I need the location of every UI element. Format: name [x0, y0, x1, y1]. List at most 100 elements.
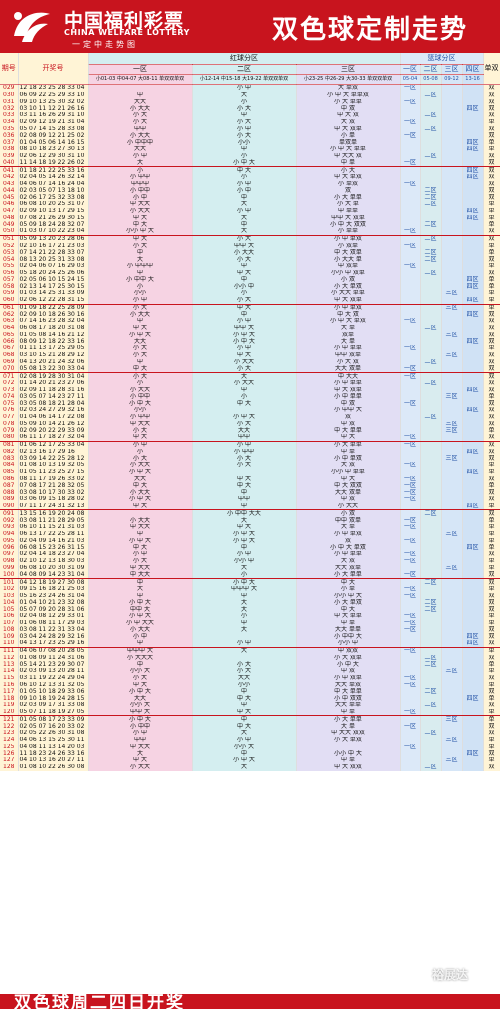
- numbers-cell: 06 08 10 20 30 31 09: [18, 564, 89, 572]
- issue-cell: 108: [0, 626, 19, 634]
- zone3-cell: 大大 双单: [296, 365, 401, 374]
- zone2-cell: 中 大: [192, 400, 297, 407]
- zone2-cell: 小 大: [192, 296, 297, 305]
- blue-zone2-cell: [420, 98, 442, 106]
- zone3-cell: 小小 中 大: [296, 592, 401, 600]
- zone1-cell: 中: [88, 318, 193, 325]
- blue-zone2-cell: [420, 372, 442, 380]
- zone2-cell: 大: [192, 517, 297, 524]
- draw-row: 120 05 07 11 18 19 27 05 中中 大中 大中 单一区 单: [0, 708, 500, 717]
- blue-zone2-cell: 二区: [420, 91, 442, 99]
- blue-zone1-cell: 一区: [400, 365, 421, 374]
- zone2-cell: 中: [192, 145, 297, 153]
- numbers-cell: 05 14 21 23 29 30 07: [18, 661, 89, 669]
- draw-row: 122 02 05 07 16 20 33 02 小 中中中 大大 单一区 双: [0, 723, 500, 730]
- issue-cell: 032: [0, 105, 19, 113]
- blue-zone1-cell: [400, 530, 421, 538]
- numbers-cell: 01 08 10 13 19 32 05: [18, 462, 89, 469]
- draw-row: 119 02 03 09 17 31 33 08 小小 大中大大 单单 二区 双: [0, 701, 500, 709]
- blue-zone4-cell: [462, 112, 484, 119]
- issue-cell: 074: [0, 393, 19, 401]
- blue-zone1-cell: [400, 311, 421, 319]
- blue-zone2-cell: [420, 214, 442, 222]
- blue-zone3-cell: 三区: [441, 420, 463, 428]
- zone2-cell: 小 大: [192, 462, 297, 469]
- draw-row: 059 01 03 14 25 31 33 09 小小小小 大大 单单 三区单: [0, 289, 500, 297]
- zone2-cell: 中: [192, 489, 297, 496]
- oddeven-cell: 双: [483, 441, 500, 449]
- zone1-cell: 大: [88, 159, 193, 168]
- draw-row: 117 01 05 10 18 29 33 06 小 中 大中中 大 单单 二区 双: [0, 688, 500, 696]
- zone1-cell: 小 中: [88, 633, 193, 641]
- zone3-cell: 大 单: [296, 723, 401, 730]
- blue-zone3-cell: [441, 139, 463, 146]
- blue-zone3-cell: [441, 743, 463, 751]
- blue-zone3-cell: 三区: [441, 715, 463, 724]
- zone1-cell: 小 中: [88, 296, 193, 305]
- blue-zone3-cell: [441, 125, 463, 133]
- issue-cell: 033: [0, 112, 19, 119]
- blue-zone2-cell: [420, 626, 442, 634]
- numbers-cell: 02 13 16 17 29 16: [18, 448, 89, 456]
- blue-zone2-cell: [420, 633, 442, 641]
- zone2-cell: 小 中: [192, 345, 297, 352]
- zone3-cell: 小 中 大 单双: [296, 318, 401, 325]
- draw-row: 045 02 06 17 25 32 33 08 小 中中小 大 单单 二区 双: [0, 194, 500, 202]
- blue-zone4-cell: [462, 358, 484, 366]
- blue-zone1-cell: [400, 701, 421, 709]
- numbers-cell: 03 05 07 14 23 27 11: [18, 393, 89, 401]
- zone3-cell: 大大 单双: [296, 681, 401, 689]
- zone1-cell: 小 中: [88, 729, 193, 737]
- numbers-cell: 06 08 15 23 26 31 15: [18, 544, 89, 552]
- oddeven-cell: 双: [483, 626, 500, 634]
- page-title: 双色球定制走势: [271, 15, 468, 45]
- oddeven-cell: 双: [483, 194, 500, 202]
- oddeven-cell: 双: [483, 173, 500, 181]
- oddeven-cell: 双: [483, 256, 500, 263]
- numbers-cell: 01 06 12 17 25 33 04: [18, 441, 89, 449]
- blue-zone4-cell: [462, 393, 484, 401]
- zone3-cell: 中中 双单: [296, 517, 401, 524]
- numbers-cell: 01 09 18 22 25 28 09: [18, 304, 89, 312]
- zone3-cell: 小 单: [296, 585, 401, 593]
- zone3-cell: 双: [296, 187, 401, 195]
- issue-cell: 035: [0, 125, 19, 133]
- blue-zone3-cell: [441, 413, 463, 421]
- blue-zone3-cell: [441, 345, 463, 352]
- numbers-cell: 02 03 09 17 31 33 08: [18, 701, 89, 709]
- blue-zone3-cell: [441, 441, 463, 449]
- oddeven-cell: 双: [483, 763, 500, 771]
- zone1-cell: 大: [88, 750, 193, 758]
- blue-zone2-cell: [420, 180, 442, 188]
- blue-zone3-cell: 三区: [441, 393, 463, 401]
- oddeven-cell: 单: [483, 544, 500, 552]
- oddeven-cell: 双: [483, 235, 500, 243]
- zone2-cell: [192, 633, 297, 641]
- issue-cell: 062: [0, 311, 19, 319]
- oddeven-cell: 双: [483, 132, 500, 140]
- blue-zone2-cell: [420, 455, 442, 463]
- draw-row: 033 03 11 16 26 29 31 10 小 大中中 大 双 二区 双: [0, 112, 500, 119]
- draw-row: 067 01 11 13 17 25 29 05 小 大小 中小 中 单单 一区 单: [0, 345, 500, 352]
- zone3-cell: 大 双: [296, 118, 401, 126]
- zone1-cell: 小小: [88, 406, 193, 414]
- zone2-cell: 小 大: [192, 455, 297, 463]
- blue-zone4-cell: [462, 304, 484, 312]
- oddeven-cell: 双: [483, 351, 500, 359]
- oddeven-cell: 双: [483, 365, 500, 374]
- blue-zone1-cell: [400, 599, 421, 607]
- draw-row: 038 08 10 18 23 27 30 13 大大中小 中 大 单单 四区单: [0, 145, 500, 153]
- blue-zone4-cell: [462, 495, 484, 503]
- blue-zone1-cell: [400, 221, 421, 229]
- blue-zone2-cell: [420, 743, 442, 751]
- zone2-cell: [192, 406, 297, 414]
- oddeven-cell: 单: [483, 757, 500, 764]
- blue-zone4-cell: [462, 365, 484, 374]
- zone1-cell: 小 大: [88, 455, 193, 463]
- oddeven-cell: 单: [483, 221, 500, 229]
- blue-zone4-cell: [462, 256, 484, 263]
- draw-row: 035 05 07 14 15 28 33 08 中中小 中中 大 双单 二区 双: [0, 125, 500, 133]
- blue-zone2-cell: [420, 517, 442, 524]
- blue-zone3-cell: 三区: [441, 757, 463, 764]
- blue-zone2-cell: [420, 345, 442, 352]
